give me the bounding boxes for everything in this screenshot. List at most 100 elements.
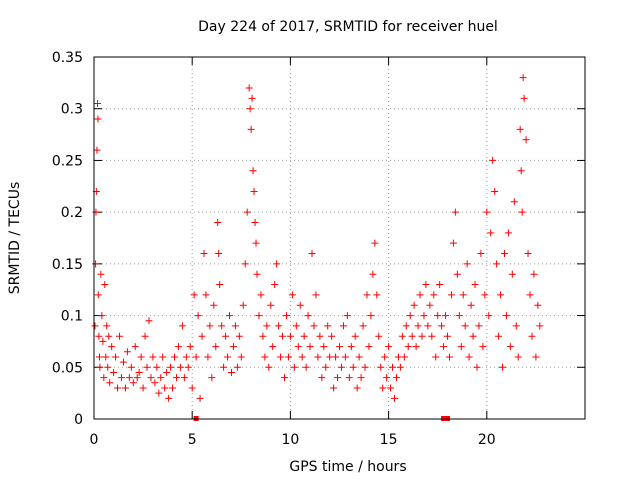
data-point	[117, 374, 125, 382]
data-point	[184, 363, 192, 371]
data-point	[198, 332, 206, 340]
data-point	[215, 250, 223, 258]
y-tick-label: 0.3	[61, 102, 83, 118]
data-point	[145, 317, 153, 325]
data-point	[312, 291, 320, 299]
data-point	[218, 322, 226, 330]
data-point	[208, 374, 216, 382]
data-point	[402, 322, 410, 330]
data-point	[396, 363, 404, 371]
data-point	[91, 322, 99, 330]
data-point	[288, 291, 296, 299]
data-point	[251, 218, 259, 226]
data-point	[422, 281, 430, 289]
data-point	[469, 332, 477, 340]
data-point	[332, 353, 340, 361]
data-point	[284, 353, 292, 361]
axis-ticks: 0 0.05 0.1 0.15 0.2 0.25 0.3 0.35 0 5 10 15 20	[52, 50, 585, 448]
data-point	[367, 312, 375, 320]
data-point	[314, 353, 322, 361]
data-point	[357, 374, 365, 382]
data-point	[489, 156, 497, 164]
data-point	[149, 353, 157, 361]
data-point	[245, 84, 253, 92]
data-point	[463, 260, 471, 268]
data-point	[316, 332, 324, 340]
data-point	[202, 291, 210, 299]
data-point	[116, 332, 124, 340]
data-point	[337, 363, 345, 371]
data-point	[267, 301, 275, 309]
data-point	[214, 218, 222, 226]
data-point	[406, 312, 414, 320]
data-point	[161, 384, 169, 392]
data-point	[131, 343, 139, 351]
data-point	[292, 322, 300, 330]
y-tick-label: 0.15	[52, 257, 83, 273]
data-point	[165, 394, 173, 402]
data-point	[442, 312, 450, 320]
data-point	[519, 74, 527, 82]
data-point	[485, 312, 493, 320]
data-point	[246, 105, 254, 113]
data-point	[512, 322, 520, 330]
data-point	[424, 322, 432, 330]
data-point	[347, 343, 355, 351]
data-point	[157, 374, 165, 382]
data-point	[518, 208, 526, 216]
data-point	[418, 332, 426, 340]
data-point	[143, 363, 151, 371]
data-point	[375, 332, 383, 340]
data-point	[404, 343, 412, 351]
data-point	[248, 94, 256, 102]
data-point	[483, 208, 491, 216]
data-point	[449, 239, 457, 247]
data-point	[522, 136, 530, 144]
data-point	[426, 301, 434, 309]
data-point	[420, 312, 428, 320]
data-point	[320, 343, 328, 351]
y-tick-label: 0.05	[52, 360, 83, 376]
data-point	[459, 291, 467, 299]
data-point	[196, 394, 204, 402]
data-point	[379, 384, 387, 392]
data-point	[514, 353, 522, 361]
data-point	[506, 343, 514, 351]
data-point	[249, 167, 257, 175]
data-point	[192, 353, 200, 361]
data-point	[438, 322, 446, 330]
data-point	[497, 291, 505, 299]
data-point	[351, 332, 359, 340]
data-point	[461, 322, 469, 330]
data-point	[277, 353, 285, 361]
data-point	[250, 187, 258, 195]
data-point	[108, 343, 116, 351]
data-point	[178, 322, 186, 330]
y-tick-label: 0.1	[61, 309, 83, 325]
data-point	[444, 332, 452, 340]
data-point	[123, 348, 131, 356]
data-point	[447, 291, 455, 299]
x-tick-label: 5	[188, 432, 197, 448]
data-point	[216, 281, 224, 289]
data-point	[359, 322, 367, 330]
data-point	[271, 281, 279, 289]
data-point	[222, 332, 230, 340]
data-point	[104, 363, 112, 371]
data-point	[137, 353, 145, 361]
data-point	[524, 250, 532, 258]
data-point	[500, 250, 508, 258]
data-point	[465, 353, 473, 361]
data-point	[355, 353, 363, 361]
data-point	[526, 291, 534, 299]
data-point	[481, 291, 489, 299]
data-point	[436, 281, 444, 289]
data-point	[220, 363, 228, 371]
data-point	[479, 343, 487, 351]
data-point	[414, 322, 422, 330]
data-point	[206, 322, 214, 330]
data-point	[324, 322, 332, 330]
data-point	[502, 312, 510, 320]
data-point	[520, 94, 528, 102]
data-point	[361, 363, 369, 371]
